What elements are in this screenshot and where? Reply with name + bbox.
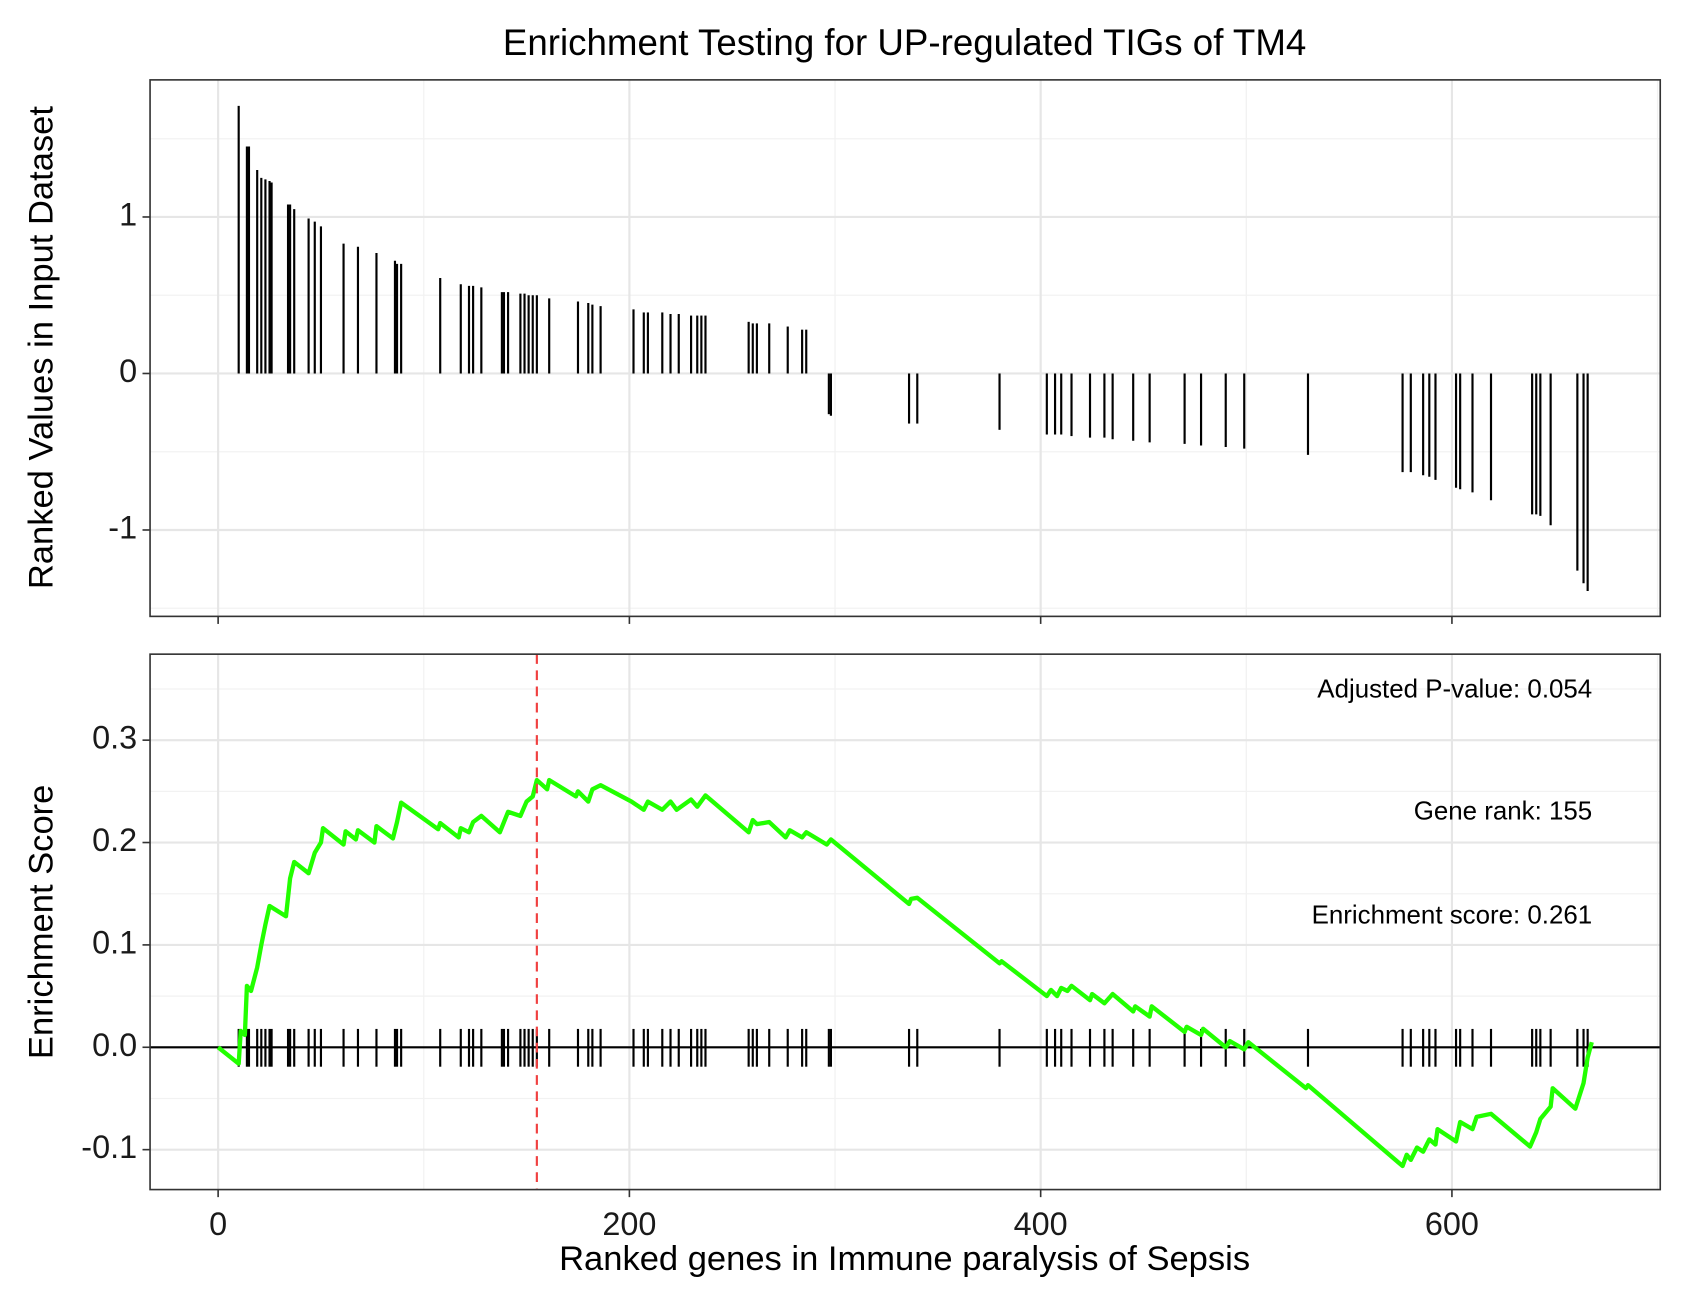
x-tick-label: 0 (209, 1206, 227, 1242)
y-tick-label: 0.0 (92, 1027, 137, 1063)
y-axis-title: Ranked Values in Input Dataset (22, 106, 60, 590)
panel-border (149, 79, 1662, 618)
x-tick-label: 200 (602, 1206, 656, 1242)
enrichment-line (216, 777, 1594, 1169)
x-tick-label: 400 (1014, 1206, 1068, 1242)
y-tick-label: 1 (119, 197, 137, 233)
chart-title: Enrichment Testing for UP-regulated TIGs… (503, 22, 1306, 63)
y-tick-label: 0.1 (92, 924, 137, 960)
panel-border (149, 653, 1662, 1191)
y-tick-label: 0.2 (92, 822, 137, 858)
y-tick-label: -0.1 (81, 1129, 137, 1165)
annotation: Enrichment score: 0.261 (1312, 901, 1593, 929)
y-tick-label: 0 (119, 353, 137, 389)
x-axis-title: Ranked genes in Immune paralysis of Seps… (559, 1240, 1250, 1278)
annotation: Gene rank: 155 (1414, 798, 1592, 826)
x-tick-label: 600 (1425, 1206, 1479, 1242)
y-tick-label: -1 (108, 510, 137, 546)
y-axis-title: Enrichment Score (22, 785, 60, 1059)
y-tick-label: 0.3 (92, 720, 137, 756)
annotation: Adjusted P-value: 0.054 (1317, 676, 1592, 704)
